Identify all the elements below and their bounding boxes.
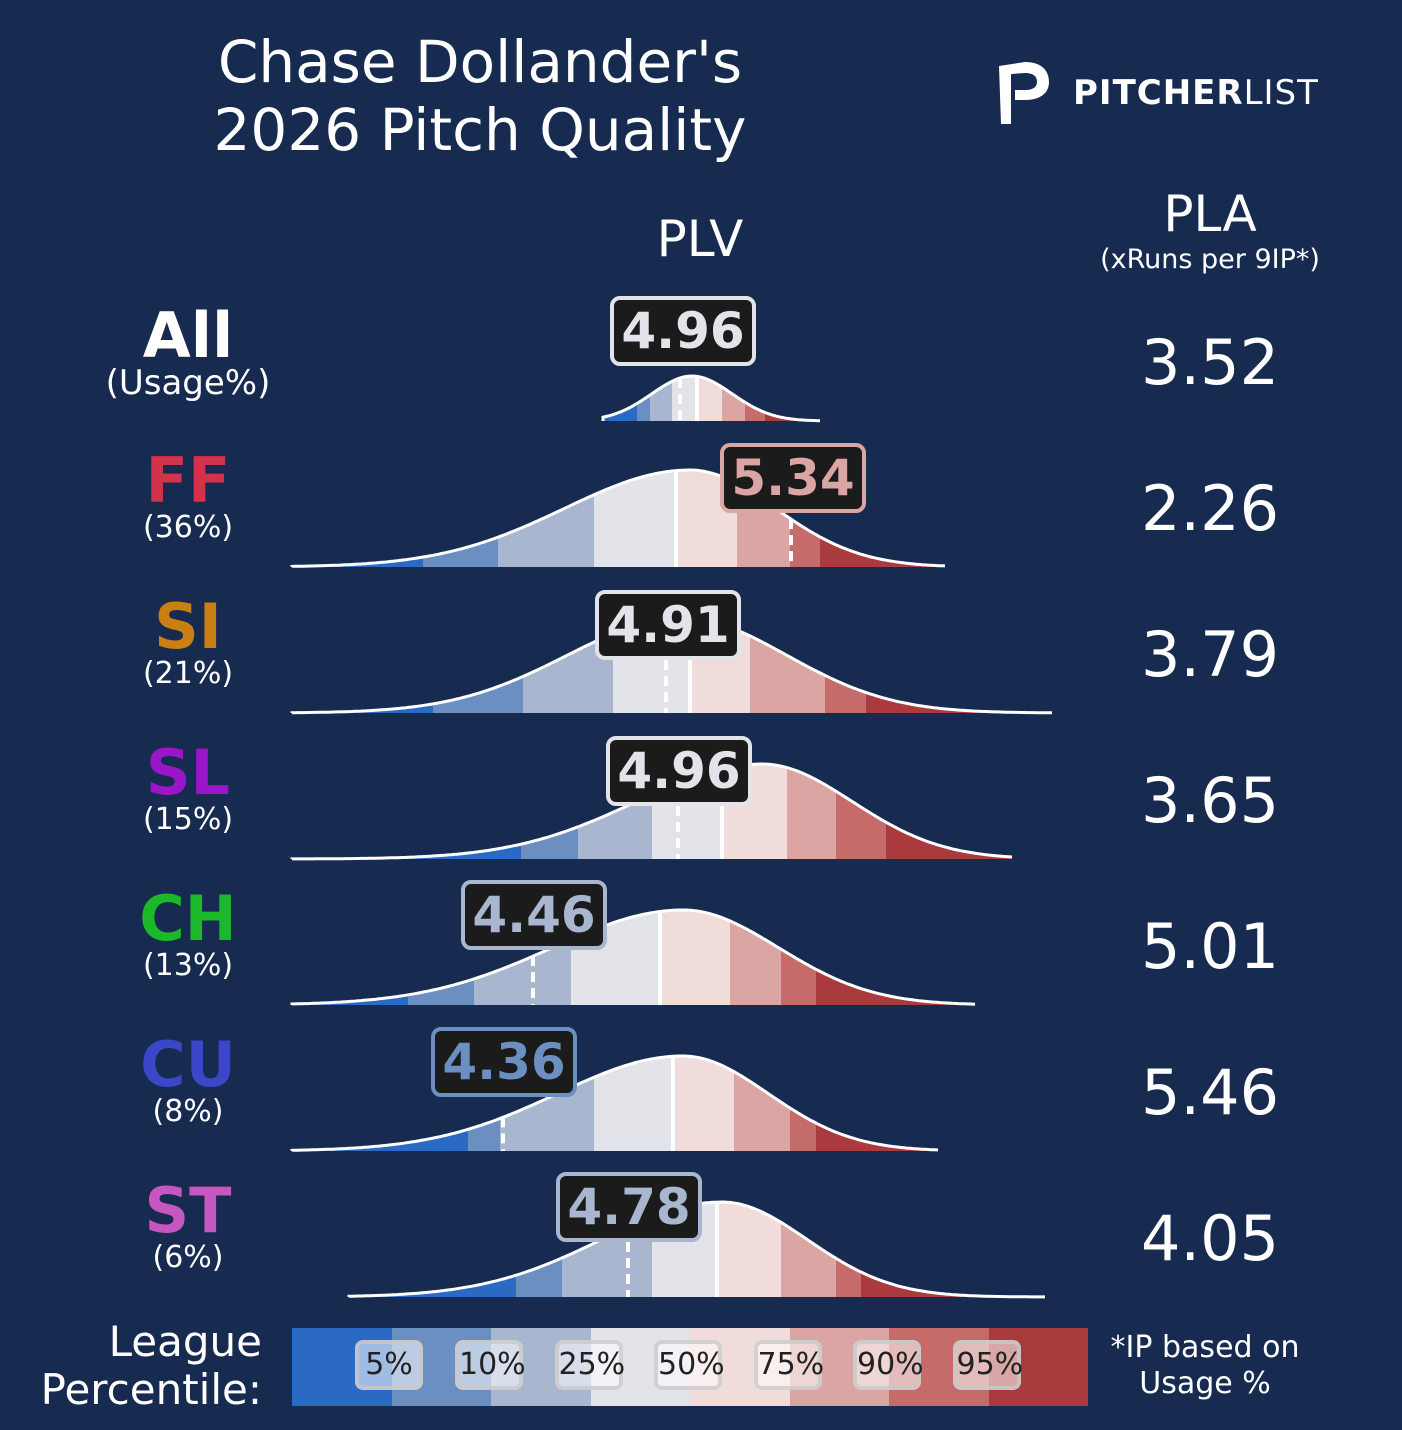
legend-label-line-2: Percentile: [40, 1365, 262, 1414]
percentile-band [861, 1202, 950, 1297]
plv-value-label: 4.78 [556, 1172, 702, 1242]
percentile-band [990, 618, 1052, 713]
percentile-label: 50% [654, 1340, 725, 1390]
percentile-band [750, 618, 825, 713]
percentile-band [836, 1202, 861, 1297]
pitch-name: CH [139, 882, 237, 955]
plv-value-label: 4.96 [610, 296, 756, 366]
percentile-band [292, 1056, 385, 1151]
plv-value-label: 4.36 [431, 1027, 577, 1097]
pla-value: 5.01 [1140, 910, 1280, 983]
density-curve [290, 1054, 938, 1152]
footnote: *IP based on Usage % [1095, 1330, 1315, 1402]
pitch-usage: (Usage%) [105, 363, 271, 403]
percentile-band [637, 376, 650, 421]
plv-value-label: 4.91 [595, 590, 741, 660]
legend-label-line-1: League [108, 1317, 262, 1366]
percentile-band [423, 470, 498, 567]
percentile-band [900, 470, 945, 567]
pitch-usage: (15%) [142, 802, 234, 837]
pla-value: 4.05 [1140, 1202, 1280, 1275]
pitch-name: ST [144, 1174, 232, 1247]
density-fill-all [603, 376, 820, 421]
title-line-1: Chase Dollander's [217, 28, 743, 96]
percentile-band [292, 910, 408, 1005]
percentile-band [960, 764, 1012, 859]
density-curve [290, 468, 946, 568]
percentile-band [816, 1056, 938, 1151]
pla-value: 3.52 [1140, 326, 1280, 399]
footnote-line-1: *IP based on [1110, 1330, 1300, 1365]
percentile-label: 75% [753, 1340, 824, 1390]
percentile-label: 90% [853, 1340, 924, 1390]
percentile-band [800, 376, 820, 421]
pitch-name: CU [140, 1028, 236, 1101]
title-line-2: 2026 Pitch Quality [213, 96, 747, 164]
percentile-band [433, 618, 523, 713]
percentile-band [900, 910, 975, 1005]
pitch-usage: (8%) [152, 1094, 224, 1129]
percentile-band [790, 1056, 816, 1151]
plv-value-label: 5.34 [720, 443, 866, 513]
pitch-usage: (21%) [142, 656, 234, 691]
footnote-line-2: Usage % [1139, 1366, 1271, 1401]
percentile-band [521, 764, 578, 859]
pitcherlist-p-icon [999, 62, 1049, 124]
pla-value: 3.79 [1140, 618, 1280, 691]
pla-value: 5.46 [1140, 1056, 1280, 1129]
percentile-band [603, 376, 637, 421]
percentile-band [816, 910, 900, 1005]
percentile-label: 10% [455, 1340, 526, 1390]
percentile-label: 5% [355, 1340, 423, 1390]
percentile-band [825, 618, 866, 713]
pitch-name: FF [145, 444, 231, 517]
percentile-band [673, 1056, 734, 1151]
pla-value: 2.26 [1140, 472, 1280, 545]
percentile-band [660, 910, 730, 1005]
density-curve [601, 374, 820, 423]
pitcherlist-logo: PITCHERLIST [995, 60, 1319, 126]
percentile-label: 25% [554, 1340, 625, 1390]
percentile-label: 95% [952, 1340, 1023, 1390]
pitch-name: SL [145, 736, 231, 809]
percentile-band [292, 764, 521, 859]
plv-header: PLV [656, 210, 744, 268]
plv-value-label: 4.46 [461, 880, 607, 950]
percentile-band [734, 1056, 790, 1151]
legend-label: League Percentile: [30, 1318, 262, 1414]
plv-value-label: 4.96 [606, 736, 752, 806]
percentile-band [498, 470, 594, 567]
pla-header: PLA [1163, 185, 1257, 243]
chart-title: Chase Dollander's 2026 Pitch Quality [150, 28, 810, 164]
pitch-name: All [142, 299, 234, 372]
percentile-band [745, 376, 765, 421]
pitch-usage: (6%) [152, 1240, 224, 1275]
density-fill-cu [292, 1056, 938, 1151]
density-curve [290, 908, 976, 1006]
pitch-name: SI [154, 590, 222, 663]
pla-value: 3.65 [1140, 764, 1280, 837]
percentile-band [292, 470, 423, 567]
percentile-band [781, 1202, 836, 1297]
pitch-usage: (36%) [142, 510, 234, 545]
percentile-band [672, 376, 697, 421]
percentile-band [950, 1202, 1045, 1297]
percentile-band [594, 470, 676, 567]
logo-text: PITCHERLIST [1073, 73, 1319, 113]
percentile-band [697, 376, 722, 421]
percentile-band [730, 910, 781, 1005]
percentile-band [292, 618, 433, 713]
pla-subheader: (xRuns per 9IP*) [1100, 244, 1320, 275]
pitch-usage: (13%) [142, 948, 234, 983]
percentile-band [886, 764, 960, 859]
